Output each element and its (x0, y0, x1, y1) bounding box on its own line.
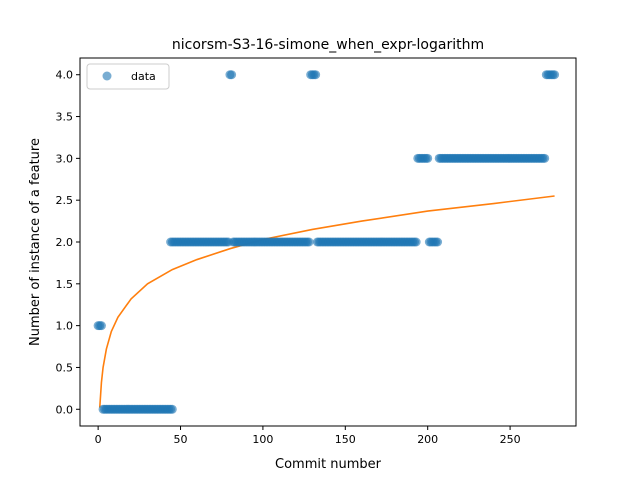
x-tick-label: 50 (174, 433, 188, 446)
y-tick-label: 3.5 (56, 111, 74, 124)
y-tick-label: 2.0 (56, 236, 74, 249)
y-tick-label: 0.5 (56, 361, 74, 374)
y-tick-label: 2.5 (56, 194, 74, 207)
data-point (304, 237, 314, 247)
legend: data (86, 63, 170, 90)
data-point (96, 321, 106, 331)
chart-title: nicorsm-S3-16-simone_when_expr-logarithm (172, 37, 484, 53)
y-tick-label: 4.0 (56, 69, 74, 82)
y-tick-label: 0.0 (56, 403, 74, 416)
y-axis-ticks: 0.0 0.5 1.0 1.5 2.0 2.5 3.0 3.5 4.0 (56, 69, 80, 416)
legend-label-data: data (131, 70, 156, 83)
scatter-points-layer (93, 70, 560, 414)
x-tick-label: 250 (500, 433, 521, 446)
data-point (411, 237, 421, 247)
y-tick-label: 3.0 (56, 152, 74, 165)
data-point (227, 70, 237, 80)
data-point (423, 153, 433, 163)
fit-line-layer (98, 195, 555, 408)
x-tick-label: 0 (95, 433, 102, 446)
data-point (167, 404, 177, 414)
data-point (433, 237, 443, 247)
fit-line (98, 195, 555, 408)
data-point (311, 70, 321, 80)
y-tick-label: 1.0 (56, 320, 74, 333)
x-axis-ticks: 0 50 100 150 200 250 (95, 426, 521, 446)
legend-marker-data (102, 71, 112, 81)
x-axis-label: Commit number (275, 457, 382, 472)
x-tick-label: 150 (335, 433, 356, 446)
data-point (550, 70, 560, 80)
x-tick-label: 200 (417, 433, 438, 446)
legend-frame (86, 63, 170, 90)
x-tick-label: 100 (252, 433, 273, 446)
y-tick-label: 1.5 (56, 278, 74, 291)
y-axis-label: Number of instance of a feature (28, 138, 43, 346)
data-point (540, 153, 550, 163)
